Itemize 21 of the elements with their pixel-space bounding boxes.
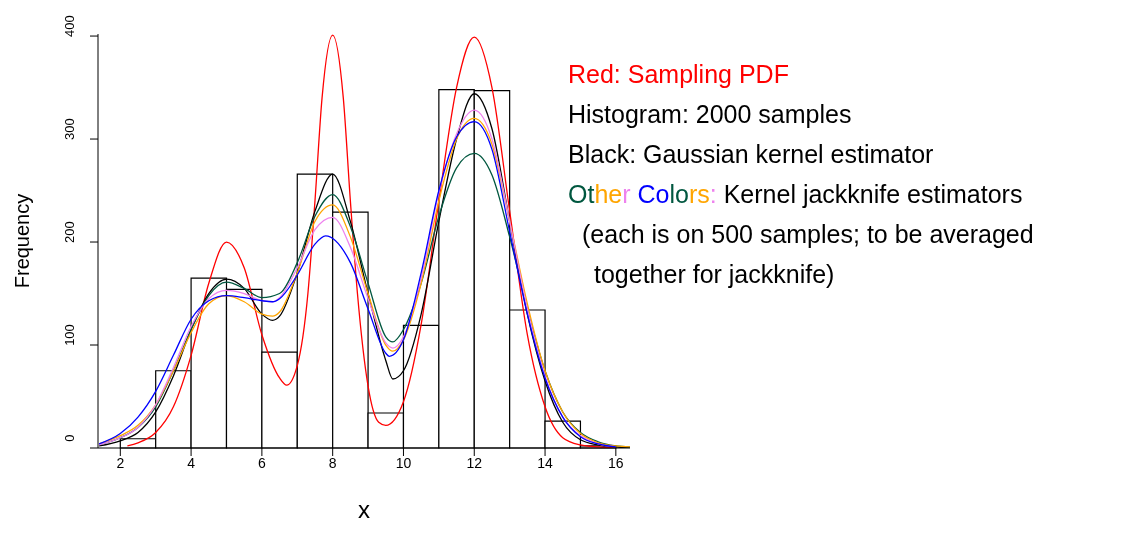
annotation: Histogram: 2000 samples [568,99,853,130]
x-tick-label: 14 [537,454,554,471]
x-tick-label: 16 [608,454,624,471]
x-tick-label: 4 [187,454,196,471]
y-axis-title: Frequency [11,193,34,289]
annotation: (each is on 500 samples; to be averaged [581,219,1034,250]
x-tick-label: 12 [466,454,483,471]
x-tick-label: 10 [395,454,412,471]
x-tick-label: 2 [116,454,125,471]
x-axis-title: x [358,496,370,523]
x-tick-label: 6 [257,454,266,471]
text: Other Colors: Kernel jackknife estimators [568,180,1023,208]
annotation: Black: Gaussian kernel estimator [568,139,935,170]
x-tick-label: 8 [328,454,337,471]
annotation: Red: Sampling PDF [568,60,789,88]
y-tick-label: 300 [62,118,77,140]
y-tick-label: 0 [62,434,77,442]
y-tick-label: 200 [62,221,77,243]
y-tick-label: 100 [62,324,77,346]
annotation: together for jackknife) [593,259,836,290]
y-tick-label: 400 [62,15,77,37]
